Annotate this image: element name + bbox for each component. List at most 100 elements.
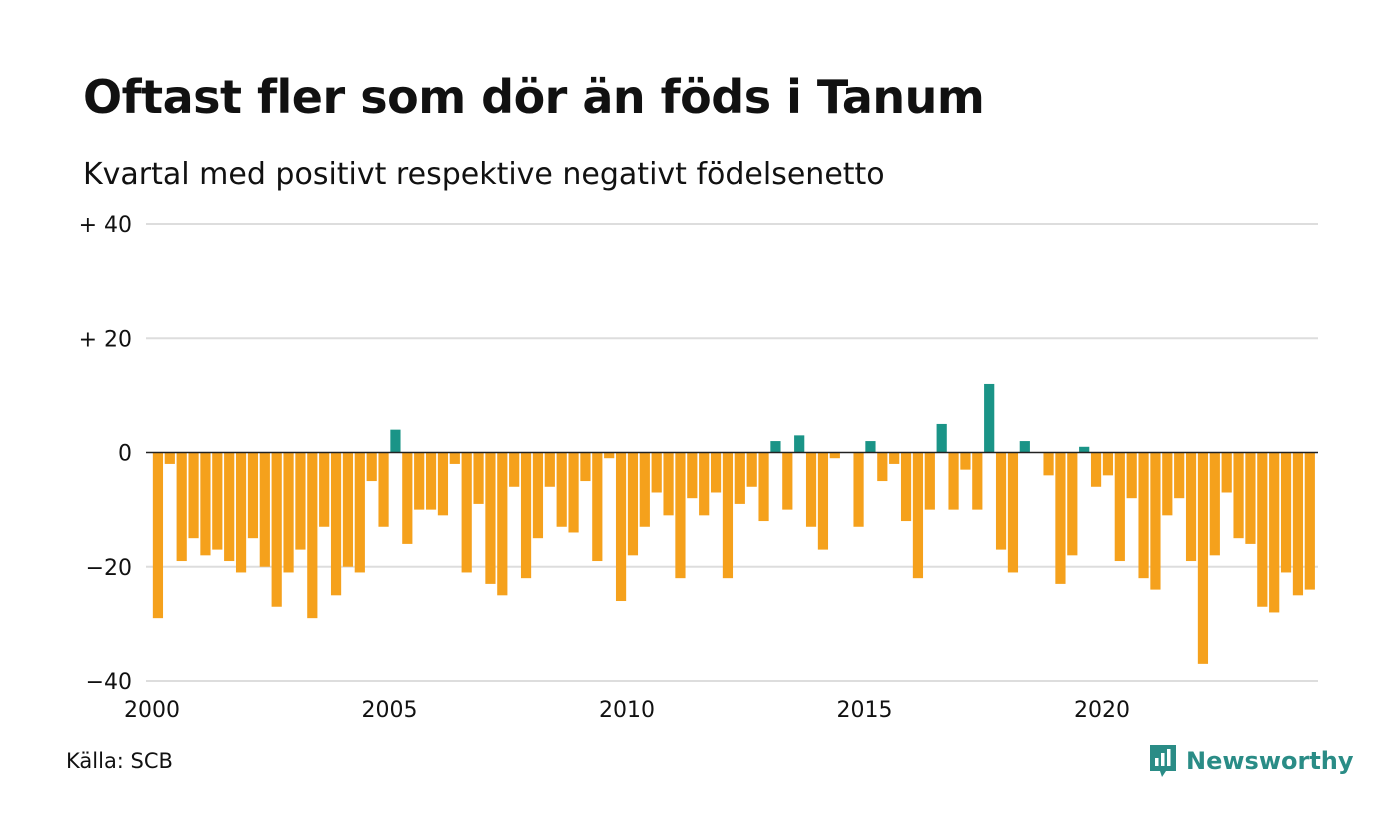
bar-2013-q3 (794, 435, 805, 453)
bar-2023-q3 (1269, 452, 1280, 613)
bar-2022-q1 (1197, 452, 1209, 664)
x-tick-label: 2005 (362, 698, 418, 723)
bar-2013-q1 (770, 441, 781, 453)
bar-2004-q3 (366, 452, 377, 482)
bar-2010-q1 (627, 452, 639, 556)
bar-2006-q2 (449, 452, 460, 464)
bar-2009-q4 (615, 452, 627, 602)
bar-2002-q2 (259, 452, 270, 567)
brand-logo-link[interactable]: Newsworthy (1148, 743, 1354, 779)
bar-2009-q3 (604, 452, 615, 459)
bar-2001-q1 (200, 452, 211, 556)
bar-2020-q1 (1102, 452, 1114, 476)
bar-2012-q1 (722, 452, 734, 579)
bar-2005-q2 (402, 452, 413, 544)
bar-2015-q3 (889, 452, 900, 464)
bar-2001-q4 (235, 452, 247, 573)
bar-2006-q1 (437, 452, 449, 516)
bar-2011-q2 (687, 452, 698, 499)
bar-2000-q1 (152, 452, 164, 619)
bar-2010-q3 (651, 452, 662, 493)
bar-2017-q4 (995, 452, 1007, 550)
bar-2017-q2 (972, 452, 983, 510)
bar-2023-q4 (1280, 452, 1292, 573)
bar-2001-q2 (212, 452, 223, 550)
bar-2012-q2 (734, 452, 745, 504)
bar-2014-q2 (829, 452, 840, 459)
bar-2021-q2 (1162, 452, 1173, 516)
bar-2021-q4 (1185, 452, 1197, 562)
bar-2021-q1 (1150, 452, 1161, 590)
bar-2013-q2 (782, 452, 793, 510)
x-tick-label: 2010 (599, 698, 655, 723)
bar-2009-q1 (580, 452, 591, 482)
bar-2001-q3 (224, 452, 235, 562)
bar-2020-q2 (1114, 452, 1125, 562)
bar-2000-q3 (176, 452, 187, 562)
bar-2000-q4 (188, 452, 199, 539)
bar-2008-q3 (556, 452, 567, 527)
y-tick-label: −20 (86, 556, 132, 581)
chart-subtitle: Kvartal med positivt respektive negativt… (83, 157, 885, 192)
bar-2005-q3 (414, 452, 425, 510)
y-axis-ticks: + 40 + 20 0 −20 −40 (79, 213, 132, 695)
bar-2020-q4 (1138, 452, 1149, 579)
bar-2008-q4 (568, 452, 579, 533)
bar-2009-q2 (592, 452, 603, 562)
bar-2007-q2 (497, 452, 508, 596)
bar-2022-q4 (1233, 452, 1244, 539)
source-label: Källa: SCB (66, 749, 173, 773)
y-tick-label: + 20 (79, 327, 132, 352)
bar-2003-q2 (307, 452, 318, 619)
bar-2016-q1 (912, 452, 924, 579)
brand-name: Newsworthy (1186, 747, 1354, 775)
bar-2016-q2 (924, 452, 935, 510)
bar-2016-q4 (948, 452, 959, 510)
bar-2020-q3 (1126, 452, 1137, 499)
bar-2005-q4 (425, 452, 437, 510)
bar-chart-speech-bubble-icon (1150, 745, 1176, 777)
bar-2018-q2 (1019, 441, 1030, 453)
bar-2002-q3 (271, 452, 282, 607)
bar-2019-q4 (1090, 452, 1102, 487)
bar-2004-q2 (354, 452, 365, 573)
bar-2016-q3 (936, 423, 947, 453)
bar-2000-q2 (164, 452, 175, 464)
bar-2017-q1 (960, 452, 971, 470)
bar-2021-q3 (1174, 452, 1185, 499)
bar-2023-q1 (1245, 452, 1256, 544)
bar-2015-q1 (865, 441, 876, 453)
bar-2011-q1 (675, 452, 686, 579)
x-axis-ticks: 2000 2005 2010 2015 2020 (124, 698, 1130, 723)
bar-2014-q1 (817, 452, 829, 550)
bar-2012-q4 (758, 452, 769, 522)
bar-2022-q2 (1209, 452, 1220, 556)
bar-2011-q4 (710, 452, 722, 493)
bar-2015-q2 (877, 452, 888, 482)
chart-title: Oftast fler som dör än föds i Tanum (83, 70, 985, 124)
bar-2005-q1 (390, 429, 401, 453)
bar-2019-q2 (1067, 452, 1078, 556)
bar-2004-q1 (342, 452, 354, 567)
bar-2017-q3 (984, 383, 995, 453)
bar-2003-q4 (330, 452, 342, 596)
bar-2007-q3 (509, 452, 520, 487)
bar-2004-q4 (378, 452, 389, 527)
bar-2008-q1 (532, 452, 544, 539)
bar-2018-q1 (1007, 452, 1019, 573)
bar-2014-q4 (853, 452, 864, 527)
x-tick-label: 2020 (1074, 698, 1130, 723)
bar-2013-q4 (805, 452, 817, 527)
y-tick-label: + 40 (79, 213, 132, 238)
bar-2024-q1 (1292, 452, 1304, 596)
y-tick-label: 0 (118, 442, 132, 467)
bar-2022-q3 (1221, 452, 1232, 493)
bar-2006-q3 (461, 452, 472, 573)
bar-2008-q2 (544, 452, 555, 487)
bar-2010-q4 (663, 452, 674, 516)
x-tick-label: 2000 (124, 698, 180, 723)
bar-2007-q1 (485, 452, 496, 584)
bar-2003-q1 (295, 452, 306, 550)
bar-2018-q4 (1043, 452, 1054, 476)
bar-2006-q4 (473, 452, 484, 504)
